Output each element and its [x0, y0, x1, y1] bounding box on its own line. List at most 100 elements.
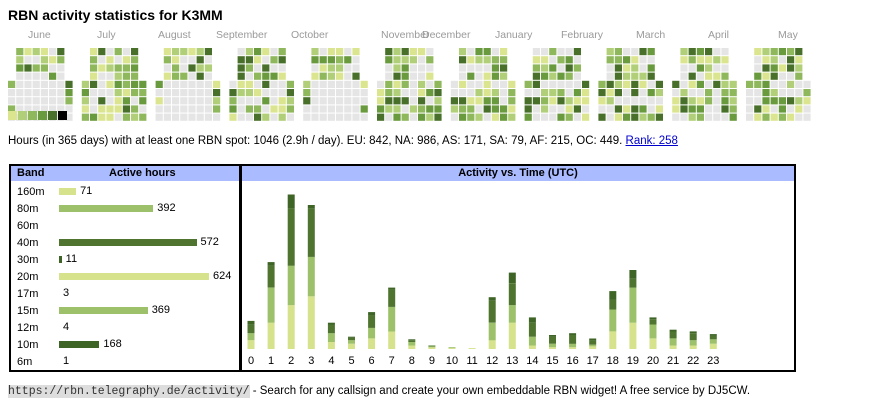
heatmap-cell — [81, 105, 89, 113]
time-bar-segment — [428, 345, 436, 347]
heatmap-cell — [188, 97, 196, 105]
heatmap-cell — [163, 105, 171, 113]
heatmap-cell — [237, 105, 245, 113]
heatmap-cell — [90, 72, 98, 80]
heatmap-cell — [508, 113, 516, 121]
heatmap-cell — [696, 113, 704, 121]
heatmap-cell — [188, 48, 196, 56]
heatmap-cell — [475, 97, 483, 105]
heatmap-cell — [418, 97, 426, 105]
heatmap-cell — [204, 89, 212, 97]
heatmap-cell — [49, 80, 57, 88]
time-bar-segment — [569, 347, 577, 349]
heatmap-cell — [319, 80, 327, 88]
heatmap-cell — [647, 80, 655, 88]
heatmap-cell — [483, 80, 491, 88]
heatmap-cell — [377, 113, 385, 121]
time-bar-segment — [408, 345, 416, 349]
heatmap-cell — [311, 89, 319, 97]
time-bar-segment — [368, 327, 376, 339]
heatmap-cell — [467, 48, 475, 56]
month-label: May — [778, 29, 799, 41]
heatmap-cell — [491, 97, 499, 105]
heatmap-cell — [582, 105, 590, 113]
heatmap-cell — [40, 64, 48, 72]
heatmap-cell — [24, 80, 32, 88]
heatmap-cell — [721, 105, 729, 113]
heatmap-cell — [688, 48, 696, 56]
heatmap-cell — [713, 56, 721, 64]
heatmap-cell — [90, 89, 98, 97]
heatmap-cell — [524, 113, 532, 121]
heatmap-cell — [754, 72, 762, 80]
time-bar-segment — [669, 338, 677, 346]
heatmap-cell — [401, 72, 409, 80]
heatmap-cell — [598, 80, 606, 88]
heatmap-cell — [623, 56, 631, 64]
rank-link[interactable]: Rank: 258 — [625, 135, 678, 147]
heatmap-cell — [705, 72, 713, 80]
heatmap-cell — [778, 105, 786, 113]
heatmap-cell — [122, 105, 130, 113]
time-bar-segment — [549, 347, 556, 349]
heatmap-cell — [188, 64, 196, 72]
heatmap-cell — [409, 97, 417, 105]
heatmap-cell — [614, 56, 622, 64]
heatmap-cell — [98, 56, 106, 64]
heatmap-cell — [639, 72, 647, 80]
heatmap-cell — [188, 80, 196, 88]
heatmap-cell — [639, 89, 647, 97]
heatmap-cell — [401, 80, 409, 88]
heatmap-cell — [270, 97, 278, 105]
heatmap-cell — [270, 80, 278, 88]
heatmap-cell — [40, 105, 48, 113]
band-hours-value: 71 — [80, 185, 93, 197]
heatmap-cell — [311, 97, 319, 105]
heatmap-cell — [336, 64, 344, 72]
footer-url[interactable]: https://rbn.telegraphy.de/activity/ — [8, 385, 250, 398]
heatmap-cell — [573, 72, 581, 80]
heatmap-cell — [787, 105, 795, 113]
heatmap-cell — [565, 80, 573, 88]
heatmap-cell — [606, 72, 614, 80]
heatmap-cell — [475, 113, 483, 121]
heatmap-cell — [57, 48, 65, 56]
heatmap-cell — [647, 105, 655, 113]
legend-swatch — [28, 111, 37, 120]
heatmap-cell — [647, 72, 655, 80]
heatmap-cell — [483, 48, 491, 56]
heatmap-cell — [360, 89, 368, 97]
time-bar-segment — [609, 291, 617, 300]
heatmap-cell — [98, 113, 106, 121]
heatmap-cell — [418, 56, 426, 64]
heatmap-cell — [557, 48, 565, 56]
heatmap-cell — [114, 56, 122, 64]
heatmap-cell — [696, 72, 704, 80]
heatmap-cell — [172, 64, 180, 72]
heatmap-cell — [245, 72, 253, 80]
heatmap-cell — [729, 97, 737, 105]
heatmap-cell — [65, 97, 73, 105]
heatmap-cell — [245, 105, 253, 113]
heatmap-cell — [163, 89, 171, 97]
hour-tick-label: 15 — [546, 355, 558, 367]
heatmap-cell — [98, 89, 106, 97]
time-bar-segment — [327, 342, 335, 349]
heatmap-cell — [557, 56, 565, 64]
heatmap-cell — [254, 48, 262, 56]
heatmap-cell — [729, 113, 737, 121]
heatmap-cell — [8, 97, 16, 105]
band-name: 6m — [17, 356, 33, 368]
heatmap-cell — [360, 105, 368, 113]
heatmap-cell — [631, 56, 639, 64]
heatmap-cell — [508, 105, 516, 113]
activity-summary: Hours (in 365 days) with at least one RB… — [8, 135, 678, 147]
heatmap-cell — [327, 113, 335, 121]
heatmap-cell — [131, 56, 139, 64]
heatmap-cell — [467, 64, 475, 72]
heatmap-cell — [614, 89, 622, 97]
heatmap-cell — [32, 48, 40, 56]
heatmap-cell — [549, 48, 557, 56]
heatmap-cell — [467, 80, 475, 88]
heatmap-cell — [237, 97, 245, 105]
